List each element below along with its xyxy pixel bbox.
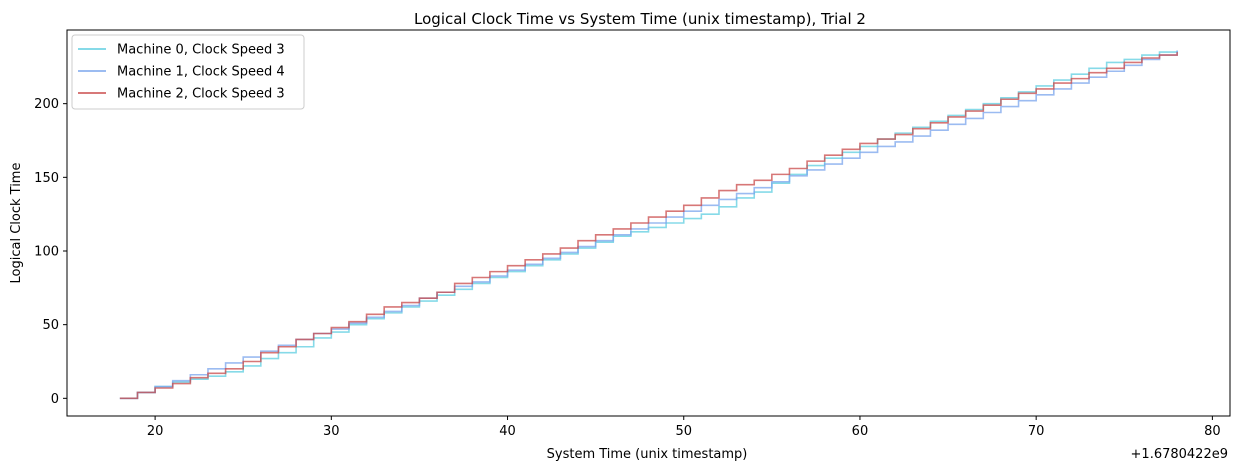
legend-label-machine-0: Machine 0, Clock Speed 3 <box>117 43 285 58</box>
x-tick-label: 70 <box>1028 424 1045 439</box>
y-axis-label: Logical Clock Time <box>9 163 24 284</box>
x-axis-label: System Time (unix timestamp) <box>547 447 748 462</box>
legend-box <box>71 34 305 110</box>
chart-title: Logical Clock Time vs System Time (unix … <box>414 10 866 28</box>
legend-label-machine-1: Machine 1, Clock Speed 4 <box>117 65 285 80</box>
x-axis: 20 30 40 50 60 70 80 <box>147 416 1221 439</box>
y-axis: 0 50 100 150 200 <box>34 97 67 407</box>
x-tick-label: 20 <box>147 424 164 439</box>
y-tick-label: 200 <box>34 97 59 112</box>
series-layer <box>119 50 1178 400</box>
x-tick-label: 50 <box>675 424 692 439</box>
series-line-machine-2 <box>119 52 1178 400</box>
x-tick-label: 30 <box>323 424 340 439</box>
y-tick-label: 150 <box>34 171 59 186</box>
x-axis-offset-label: +1.6780422e9 <box>1131 447 1228 462</box>
legend-label-machine-2: Machine 2, Clock Speed 3 <box>117 87 285 102</box>
y-tick-label: 50 <box>42 318 59 333</box>
legend: Machine 0, Clock Speed 3 Machine 1, Clock… <box>71 34 305 110</box>
x-tick-label: 60 <box>852 424 869 439</box>
x-tick-label: 80 <box>1204 424 1221 439</box>
y-tick-label: 0 <box>51 392 59 407</box>
plot-frame <box>66 29 1231 417</box>
x-tick-label: 40 <box>499 424 516 439</box>
y-tick-label: 100 <box>34 244 59 259</box>
